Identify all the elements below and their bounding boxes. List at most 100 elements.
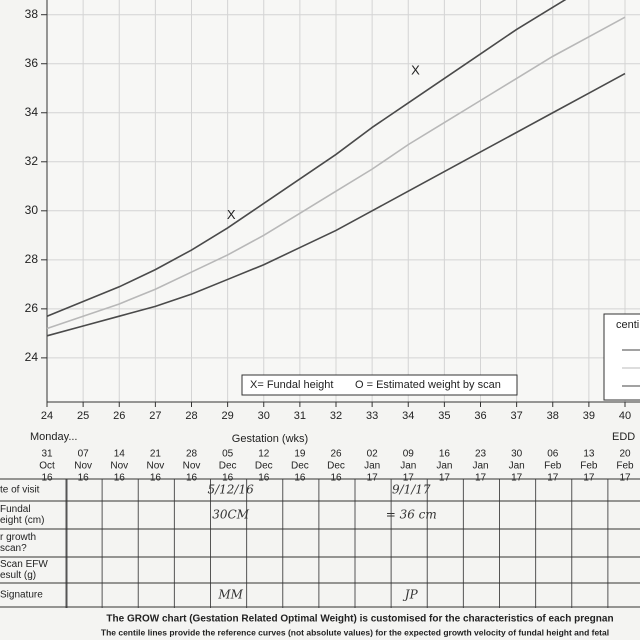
x-tick-label: 24 [41, 410, 53, 422]
date-label: 28 [186, 449, 198, 460]
row-label: Scan EFW [0, 559, 48, 570]
row-label: Fundal [0, 504, 31, 515]
row-label: te of visit [0, 485, 40, 496]
y-tick-label: 26 [25, 301, 39, 315]
date-label: 17 [403, 473, 415, 484]
x-tick-label: 31 [294, 410, 306, 422]
x-tick-label: 38 [547, 410, 559, 422]
date-label: 26 [330, 449, 342, 460]
x-tick-label: 40 [619, 410, 631, 422]
date-label: 17 [619, 473, 631, 484]
date-label: 31 [41, 449, 53, 460]
legend-entry: O = Estimated weight by scan [355, 379, 501, 391]
date-label: Jan [436, 461, 452, 472]
date-label: 16 [439, 449, 451, 460]
date-label: Jan [509, 461, 525, 472]
x-axis-label: Gestation (wks) [232, 433, 308, 445]
date-label: 16 [78, 473, 90, 484]
footer-line: The GROW chart (Gestation Related Optima… [106, 614, 613, 625]
y-tick-label: 32 [25, 154, 39, 168]
date-label: Oct [39, 461, 55, 472]
x-tick-label: 35 [438, 410, 450, 422]
date-label: 12 [258, 449, 270, 460]
y-tick-label: 38 [25, 7, 39, 21]
row-label: eight (cm) [0, 515, 44, 526]
date-label: 16 [258, 473, 270, 484]
date-label: 21 [150, 449, 162, 460]
date-label: Feb [580, 461, 598, 472]
date-label: Nov [146, 461, 164, 472]
date-label: 16 [114, 473, 126, 484]
row-label: Signature [0, 590, 43, 601]
date-label: Jan [400, 461, 416, 472]
date-label: 16 [41, 473, 53, 484]
date-label: Nov [110, 461, 128, 472]
date-label: 06 [547, 449, 559, 460]
row-label: scan? [0, 543, 27, 554]
centile-line [46, 72, 626, 337]
date-label: 09 [403, 449, 415, 460]
footer-line: The centile lines provide the reference … [101, 627, 609, 637]
date-label: 02 [367, 449, 379, 460]
y-tick-label: 30 [25, 203, 39, 217]
side-legend-title: centi [616, 319, 639, 331]
centile-line [46, 0, 567, 317]
centile-line [46, 16, 626, 330]
handwritten-entry: MM [217, 588, 243, 602]
date-label: 17 [547, 473, 559, 484]
date-label: Dec [219, 461, 237, 472]
legend-entry: X= Fundal height [250, 379, 333, 391]
row-label: r growth [0, 532, 36, 543]
y-tick-label: 24 [25, 350, 39, 364]
y-tick-label: 36 [25, 56, 39, 70]
x-tick-label: 39 [583, 410, 595, 422]
date-label: Dec [291, 461, 309, 472]
fundal-height-point: X [411, 63, 420, 78]
x-tick-label: 27 [149, 410, 161, 422]
x-tick-label: 25 [77, 410, 89, 422]
date-label: Jan [364, 461, 380, 472]
row-label: esult (g) [0, 570, 36, 581]
date-label: 17 [511, 473, 523, 484]
fundal-height-point: X [227, 207, 236, 222]
date-label: 16 [222, 473, 234, 484]
date-label: Jan [472, 461, 488, 472]
date-label: Feb [616, 461, 634, 472]
date-label: 23 [475, 449, 487, 460]
date-label: Nov [74, 461, 92, 472]
plot-area [47, 0, 640, 402]
handwritten-entry: 30CM [212, 508, 249, 522]
date-label: 16 [330, 473, 342, 484]
x-tick-label: 28 [185, 410, 197, 422]
date-label: 17 [583, 473, 595, 484]
date-label: 20 [619, 449, 631, 460]
x-tick-label: 37 [511, 410, 523, 422]
handwritten-entry: = 36 cm [386, 508, 437, 522]
date-label: 17 [475, 473, 487, 484]
date-label: 16 [186, 473, 198, 484]
legend-box [241, 374, 518, 396]
date-label: 16 [294, 473, 306, 484]
x-tick-label: 32 [330, 410, 342, 422]
x-tick-label: 26 [113, 410, 125, 422]
date-label: 16 [150, 473, 162, 484]
x-tick-label: 36 [474, 410, 486, 422]
handwritten-entry: JP [402, 588, 419, 602]
handwritten-entry: 5/12/16 [207, 483, 254, 497]
date-label: 30 [511, 449, 523, 460]
x-note-right: EDD [612, 431, 635, 443]
x-tick-label: 33 [366, 410, 378, 422]
handwritten-entry: 9/1/17 [392, 483, 431, 497]
date-label: Feb [544, 461, 562, 472]
y-tick-label: 34 [25, 105, 39, 119]
x-tick-label: 30 [258, 410, 270, 422]
x-note-left: Monday... [30, 431, 78, 443]
date-label: Dec [255, 461, 273, 472]
date-label: Dec [327, 461, 345, 472]
date-label: 19 [294, 449, 306, 460]
date-label: 07 [78, 449, 90, 460]
x-tick-label: 29 [222, 410, 234, 422]
date-label: 13 [583, 449, 595, 460]
date-label: 17 [439, 473, 451, 484]
